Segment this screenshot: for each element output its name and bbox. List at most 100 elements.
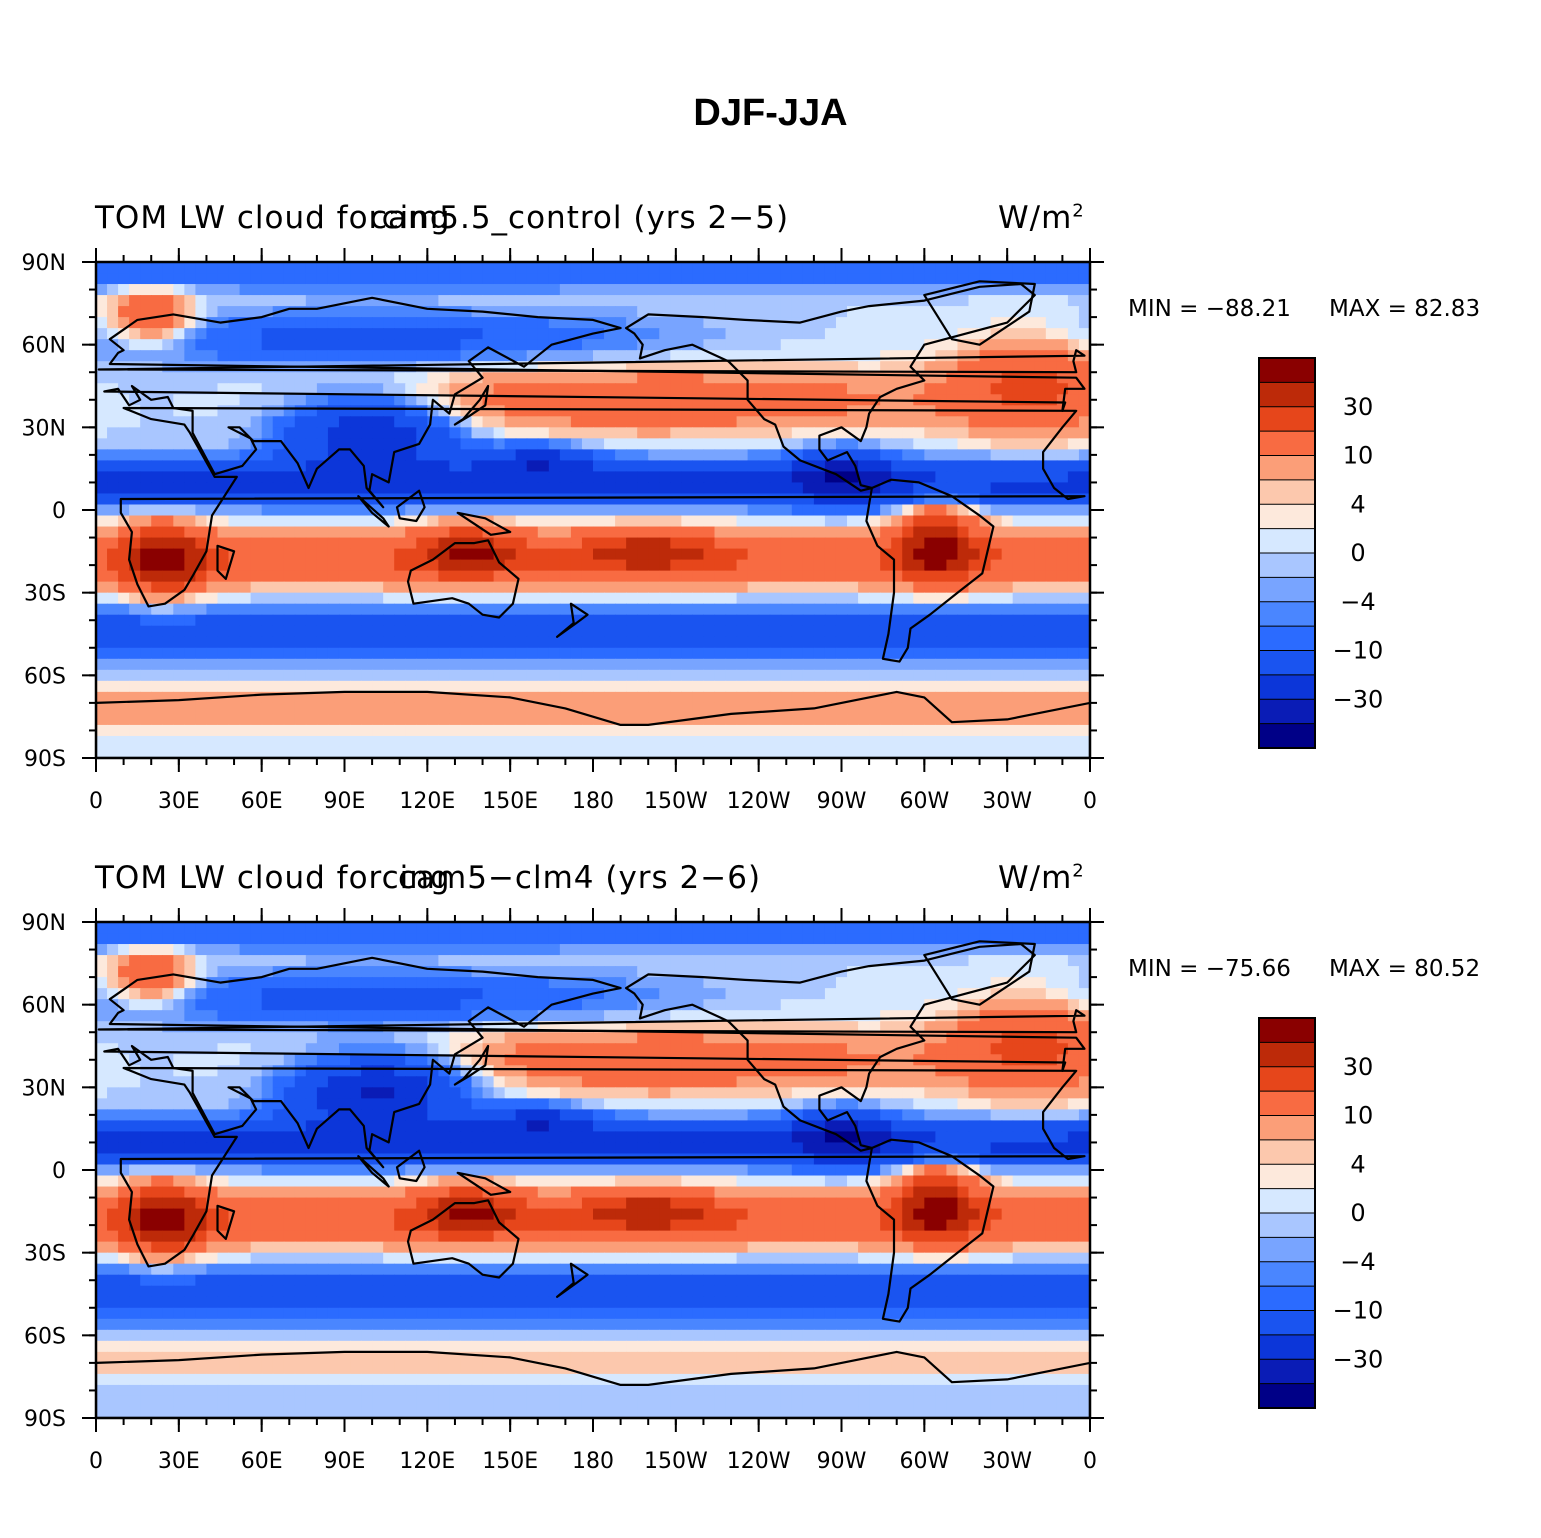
field-cell [140, 680, 152, 693]
field-cell [372, 504, 384, 517]
field-cell [482, 328, 495, 340]
field-cell [405, 702, 417, 715]
field-cell [725, 977, 738, 989]
field-cell [869, 614, 881, 627]
field-cell [924, 713, 936, 726]
field-cell [968, 383, 981, 395]
field-cell [195, 471, 208, 484]
axes-ticks [82, 248, 1104, 772]
field-cell [858, 988, 870, 1000]
field-cell [869, 647, 881, 660]
field-cell [1034, 460, 1047, 473]
field-cell [681, 581, 693, 594]
field-cell [869, 361, 881, 373]
field-cell [372, 306, 384, 318]
field-cell [206, 449, 219, 461]
field-cell [405, 955, 417, 967]
field-cell [327, 724, 340, 737]
field-cell [96, 526, 108, 539]
field-cell [990, 262, 1003, 274]
field-cell [305, 504, 318, 517]
field-cell [626, 438, 638, 450]
field-cell [924, 647, 936, 660]
field-cell [880, 592, 892, 605]
field-cell [184, 262, 196, 274]
field-cell [305, 603, 318, 616]
field-cell [659, 559, 671, 572]
field-cell [1034, 625, 1047, 638]
field-cell [813, 537, 826, 550]
field-cell [913, 614, 925, 627]
field-cell [769, 427, 782, 439]
field-cell [902, 537, 914, 550]
field-cell [604, 614, 616, 627]
field-cell [880, 504, 892, 517]
field-cell [493, 328, 506, 340]
field-cell [725, 339, 738, 351]
field-cell [338, 559, 351, 572]
field-cell [449, 647, 462, 660]
field-cell [228, 955, 241, 967]
field-cell [350, 548, 362, 561]
field-cell [670, 405, 682, 417]
field-cell [714, 372, 727, 384]
field-cell [979, 449, 992, 461]
field-cell [195, 922, 208, 934]
field-cell [294, 746, 307, 758]
field-cell [405, 460, 417, 473]
field-cell [1045, 493, 1058, 506]
field-cell [946, 284, 959, 296]
field-cell [460, 350, 473, 362]
field-cell [305, 537, 318, 550]
field-cell [361, 680, 373, 693]
field-cell [405, 944, 417, 956]
field-cell [847, 669, 859, 682]
field-cell [96, 999, 108, 1011]
field-cell [736, 493, 749, 506]
field-cell [173, 548, 185, 561]
field-cell [449, 449, 462, 461]
field-cell [924, 471, 936, 484]
field-cell [548, 394, 561, 406]
field-cell [250, 702, 263, 715]
field-cell [383, 658, 395, 671]
field-cell [824, 625, 837, 638]
field-cell [880, 273, 892, 285]
field-cell [316, 471, 329, 484]
field-cell [1067, 504, 1080, 517]
field-cell [581, 449, 594, 461]
field-cell [902, 372, 914, 384]
field-cell [813, 471, 826, 484]
field-cell [902, 966, 914, 978]
field-cell [1012, 460, 1025, 473]
field-cell [891, 647, 903, 660]
field-cell [162, 526, 174, 539]
field-cell [648, 658, 660, 671]
field-cell [438, 658, 451, 671]
field-cell [1023, 933, 1036, 945]
field-cell [593, 977, 605, 989]
field-cell [935, 306, 948, 318]
field-cell [902, 922, 914, 934]
field-cell [824, 691, 837, 704]
field-cell [515, 504, 528, 517]
field-cell [405, 317, 417, 329]
field-cell [184, 471, 196, 484]
field-cell [482, 933, 495, 945]
field-cell [659, 592, 671, 605]
field-cell [482, 361, 495, 373]
field-cell [747, 317, 760, 329]
x-tick-label: 120E [399, 789, 455, 814]
field-cell [526, 350, 539, 362]
field-cell [979, 570, 992, 583]
field-cell [471, 438, 484, 450]
field-cell [604, 526, 616, 539]
field-cell [217, 966, 230, 978]
field-cell [283, 746, 296, 758]
field-cell [316, 350, 329, 362]
field-cell [184, 680, 196, 693]
field-cell [648, 339, 660, 351]
field-cell [747, 966, 760, 978]
field-cell [372, 548, 384, 561]
field-cell [802, 284, 815, 296]
